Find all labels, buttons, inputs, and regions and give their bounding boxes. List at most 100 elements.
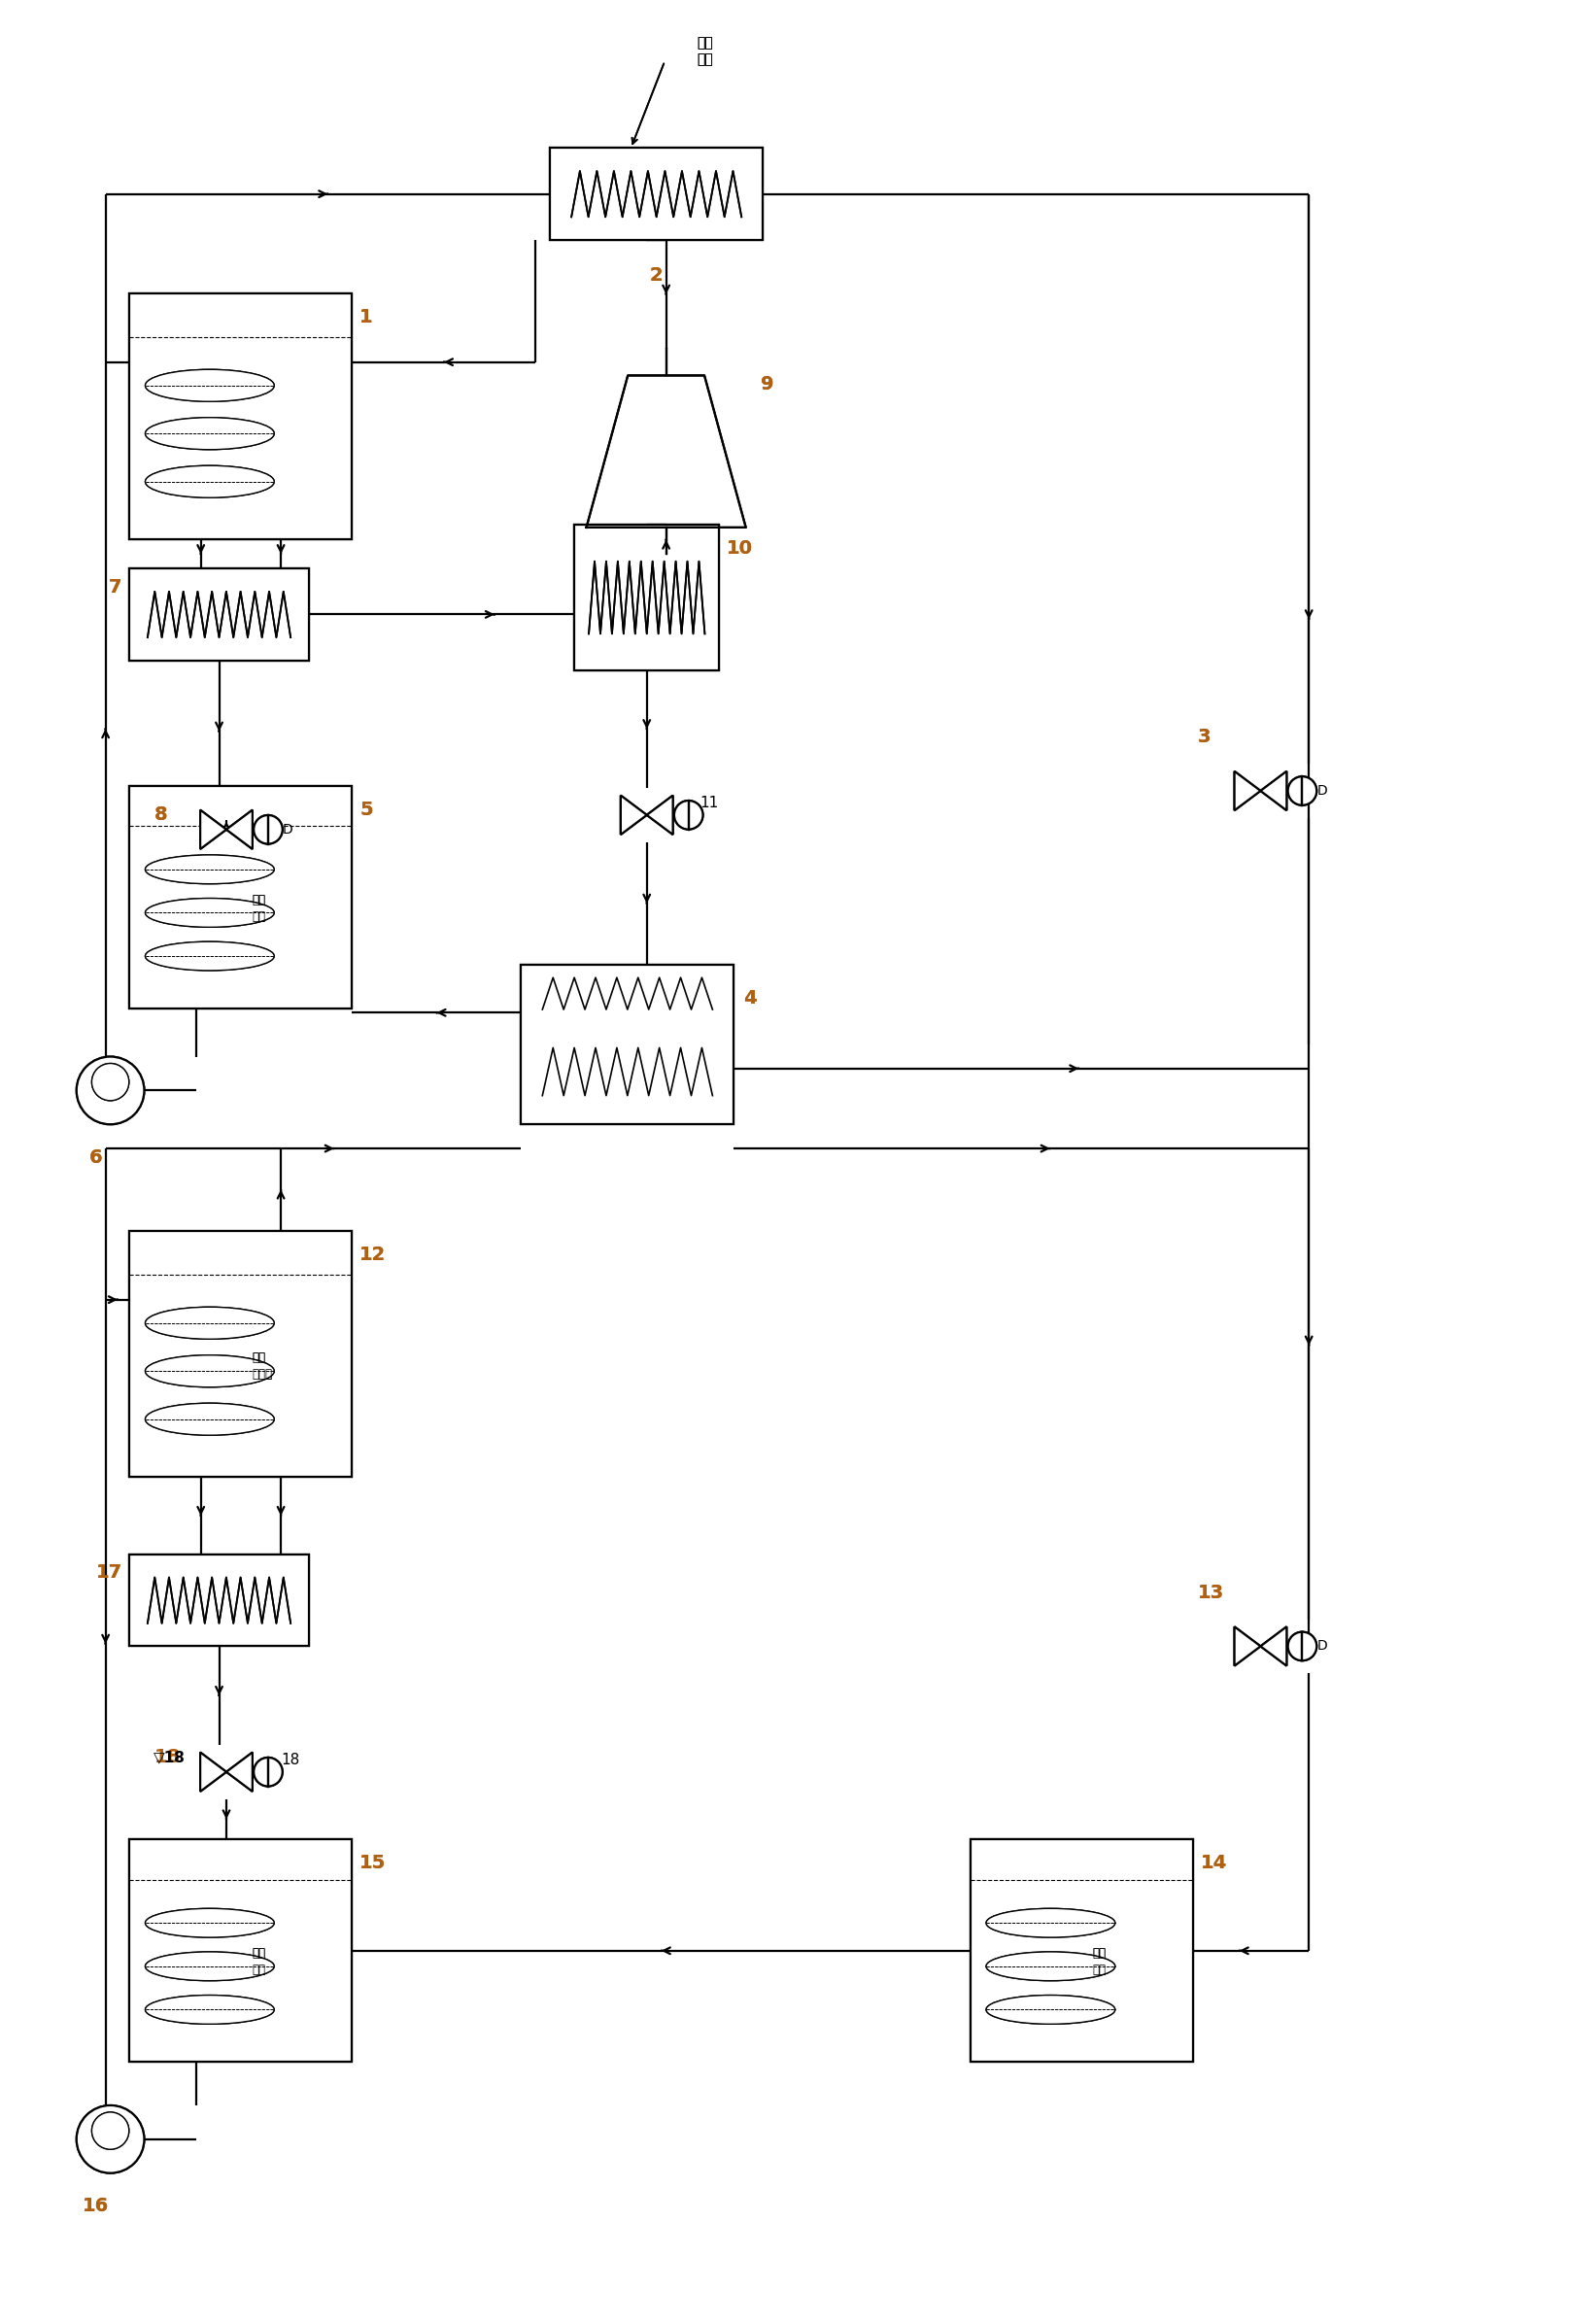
Text: 7: 7	[108, 579, 122, 597]
Text: 4: 4	[744, 988, 757, 1006]
Ellipse shape	[146, 941, 275, 971]
Text: 5: 5	[360, 799, 374, 818]
Text: 3: 3	[1198, 727, 1210, 746]
Text: 17: 17	[96, 1564, 122, 1583]
Text: 9: 9	[760, 374, 774, 393]
Bar	[130, 1232, 352, 1478]
Text: 冷却
介质: 冷却 介质	[697, 37, 713, 65]
Polygon shape	[201, 1752, 226, 1792]
Circle shape	[77, 2106, 144, 2173]
Text: 12: 12	[360, 1246, 386, 1264]
Text: 冷却
介质: 冷却 介质	[251, 1948, 265, 1975]
Ellipse shape	[146, 1355, 275, 1387]
Text: 冷却
介质: 冷却 介质	[251, 1948, 265, 1975]
Bar	[130, 1555, 308, 1645]
Text: 13: 13	[1198, 1583, 1225, 1601]
Polygon shape	[226, 1752, 253, 1792]
Polygon shape	[1234, 772, 1261, 811]
Text: 1: 1	[360, 307, 374, 325]
Bar	[521, 964, 733, 1125]
Ellipse shape	[146, 1996, 275, 2024]
Bar	[130, 569, 308, 660]
Ellipse shape	[986, 1996, 1115, 2024]
Circle shape	[674, 802, 703, 830]
Polygon shape	[1261, 1627, 1287, 1666]
Bar	[130, 293, 352, 539]
Text: 13: 13	[1198, 1583, 1225, 1601]
Text: 8: 8	[154, 804, 166, 823]
Ellipse shape	[146, 1996, 275, 2024]
Text: 11: 11	[700, 797, 719, 811]
Polygon shape	[226, 1752, 253, 1792]
Ellipse shape	[146, 370, 275, 402]
Bar	[130, 786, 352, 1009]
Ellipse shape	[146, 1306, 275, 1339]
Bar	[130, 1841, 352, 2061]
Circle shape	[1287, 776, 1317, 804]
Polygon shape	[620, 795, 647, 834]
Text: 10: 10	[727, 539, 754, 558]
Circle shape	[77, 2106, 144, 2173]
Text: 16: 16	[83, 2196, 108, 2215]
Text: 15: 15	[360, 1855, 386, 1873]
Bar	[130, 293, 352, 539]
Circle shape	[254, 816, 283, 844]
Text: 较冷
介质: 较冷 介质	[1093, 1948, 1107, 1975]
Polygon shape	[1234, 772, 1261, 811]
Text: 2: 2	[650, 265, 663, 284]
Text: 较冷
介质: 较冷 介质	[1093, 1948, 1107, 1975]
Circle shape	[254, 816, 283, 844]
Text: 18: 18	[281, 1752, 300, 1769]
Circle shape	[254, 1757, 283, 1787]
Bar	[549, 149, 763, 239]
Bar	[130, 1841, 352, 2061]
Ellipse shape	[146, 1908, 275, 1938]
Bar	[970, 1841, 1193, 2061]
Ellipse shape	[986, 1996, 1115, 2024]
Ellipse shape	[146, 418, 275, 449]
Polygon shape	[1261, 1627, 1287, 1666]
Polygon shape	[226, 811, 253, 848]
Text: 7: 7	[108, 579, 122, 597]
Ellipse shape	[146, 855, 275, 883]
Circle shape	[674, 802, 703, 830]
Ellipse shape	[146, 855, 275, 883]
Ellipse shape	[146, 1908, 275, 1938]
Bar	[130, 1555, 308, 1645]
Text: 低品
位热源: 低品 位热源	[251, 1353, 272, 1380]
Text: 6: 6	[89, 1148, 102, 1167]
Text: 3: 3	[1198, 727, 1210, 746]
Text: 冷却
介质: 冷却 介质	[251, 895, 265, 923]
Ellipse shape	[986, 1908, 1115, 1938]
Polygon shape	[620, 795, 647, 834]
Text: 12: 12	[360, 1246, 386, 1264]
Polygon shape	[201, 1752, 226, 1792]
Ellipse shape	[146, 1306, 275, 1339]
Bar	[549, 149, 763, 239]
Text: 冷却
介质: 冷却 介质	[251, 895, 265, 923]
Text: 2: 2	[650, 265, 663, 284]
Text: D: D	[1317, 783, 1327, 797]
Text: 14: 14	[1201, 1855, 1228, 1873]
Text: 5: 5	[360, 799, 374, 818]
Text: 1: 1	[360, 307, 374, 325]
Circle shape	[254, 1757, 283, 1787]
Text: 10: 10	[727, 539, 754, 558]
Circle shape	[1287, 1631, 1317, 1662]
Text: ▽18: ▽18	[154, 1750, 185, 1766]
Bar	[521, 964, 733, 1125]
Circle shape	[77, 1057, 144, 1125]
Text: 6: 6	[89, 1148, 102, 1167]
Text: 4: 4	[744, 988, 757, 1006]
Bar	[575, 525, 719, 669]
Text: 17: 17	[96, 1564, 122, 1583]
Text: 16: 16	[83, 2196, 108, 2215]
Bar	[130, 1232, 352, 1478]
Ellipse shape	[146, 370, 275, 402]
Circle shape	[91, 1064, 129, 1102]
Ellipse shape	[146, 418, 275, 449]
Circle shape	[1287, 1631, 1317, 1662]
Circle shape	[1287, 776, 1317, 804]
Text: 9: 9	[760, 374, 774, 393]
Polygon shape	[1261, 772, 1287, 811]
